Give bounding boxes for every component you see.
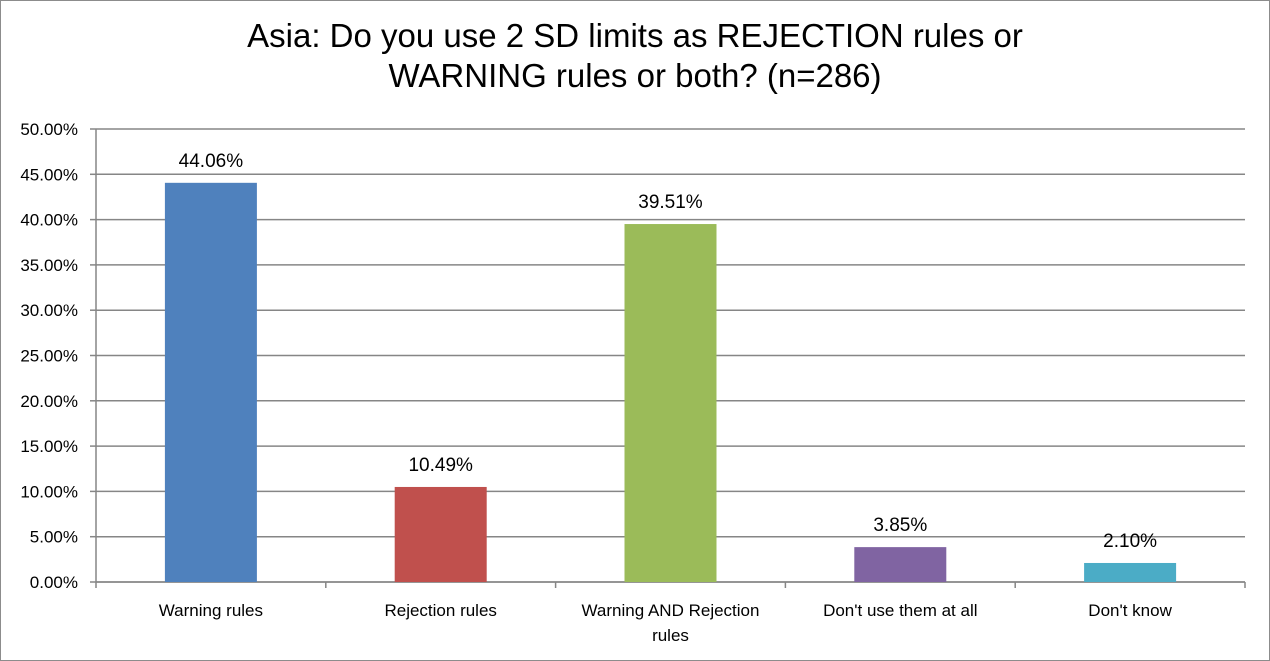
data-label: 39.51% — [638, 192, 703, 213]
data-label: 44.06% — [179, 151, 244, 172]
y-tick-label: 0.00% — [30, 573, 78, 592]
x-tick-label: Warning rules — [159, 601, 263, 620]
x-tick-label: rules — [652, 626, 689, 645]
x-tick-label: Rejection rules — [384, 601, 496, 620]
x-tick-label: Warning AND Rejection — [582, 601, 760, 620]
bar — [1084, 562, 1177, 582]
bar — [854, 547, 947, 582]
chart-title: Asia: Do you use 2 SD limits as REJECTIO… — [0, 16, 1270, 96]
y-tick-label: 40.00% — [20, 211, 78, 230]
bar — [164, 182, 257, 582]
y-tick-label: 35.00% — [20, 256, 78, 275]
y-tick-label: 30.00% — [20, 301, 78, 320]
data-label: 3.85% — [873, 515, 927, 536]
bar — [394, 486, 487, 582]
y-tick-label: 25.00% — [20, 347, 78, 366]
y-tick-label: 45.00% — [20, 165, 78, 184]
x-tick-label: Don't know — [1088, 601, 1172, 620]
bar — [624, 224, 717, 582]
y-tick-label: 50.00% — [20, 120, 78, 139]
data-label: 2.10% — [1103, 531, 1157, 552]
y-tick-label: 10.00% — [20, 482, 78, 501]
chart-title-line-2: WARNING rules or both? (n=286) — [388, 57, 882, 94]
chart-title-line-1: Asia: Do you use 2 SD limits as REJECTIO… — [247, 17, 1023, 54]
data-label: 10.49% — [408, 455, 473, 476]
y-tick-label: 15.00% — [20, 437, 78, 456]
y-tick-label: 5.00% — [30, 528, 78, 547]
x-tick-label: Don't use them at all — [823, 601, 977, 620]
y-tick-label: 20.00% — [20, 392, 78, 411]
